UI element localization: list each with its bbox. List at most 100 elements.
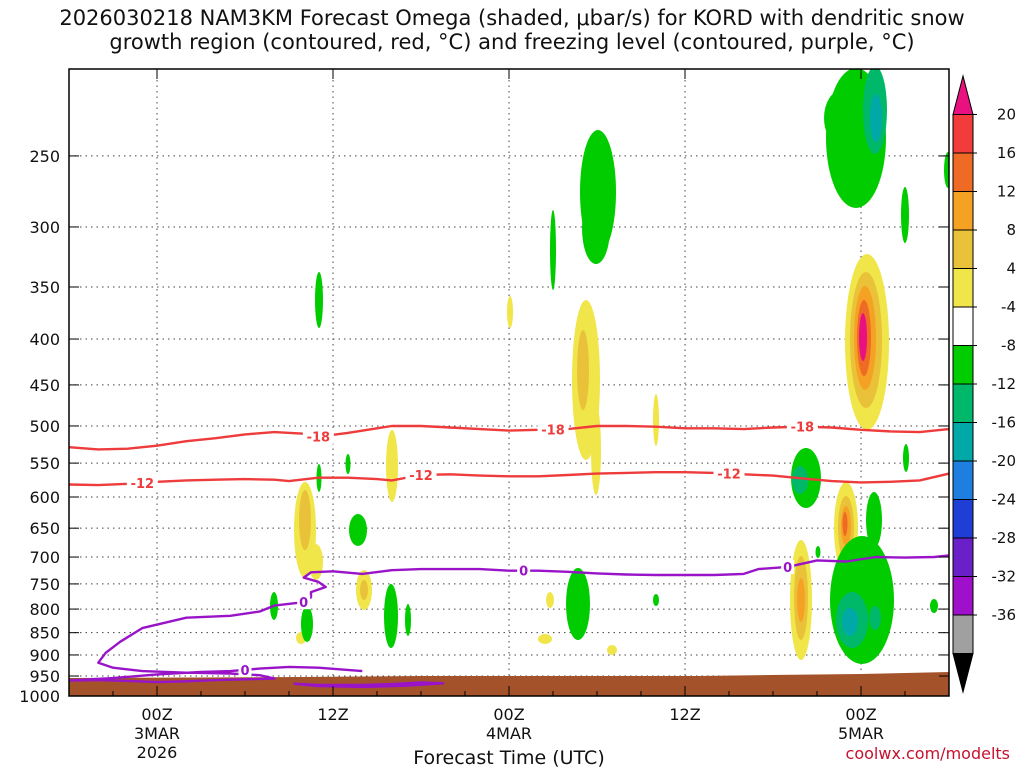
contour-label-bg-1-0 (126, 475, 158, 490)
omega-fill-neg8 (869, 606, 881, 630)
contour-label-2-0: 0 (299, 596, 308, 611)
y-tick-label-600: 600 (29, 488, 60, 507)
colorbar-segment-2 (952, 152, 974, 192)
colorbar-segment-15 (952, 653, 974, 694)
colorbar-label-10: -24 (992, 491, 1017, 509)
omega-fill-neg4 (345, 454, 351, 474)
omega-fill-neg4 (405, 604, 411, 636)
contour-label-bg-2-2 (781, 559, 795, 574)
omega-fill-neg4 (384, 584, 398, 648)
omega-fill-neg12 (842, 608, 858, 636)
colorbar-segment-11 (952, 499, 974, 539)
contour-label-bg-1-1 (405, 467, 437, 482)
x-tick-label-3-0: 12Z (669, 705, 700, 724)
colorbar-segment-1 (952, 114, 974, 154)
omega-fill-neg4 (315, 272, 323, 328)
colorbar-label-8: -16 (992, 414, 1017, 432)
colorbar-segment-7 (952, 345, 974, 385)
colorbar-label-6: -8 (1001, 337, 1016, 355)
omega-fill-16 (842, 512, 848, 536)
contour-label-2-1: 0 (519, 565, 528, 580)
colorbar-segment-5 (952, 268, 974, 308)
omega-fill-4 (607, 645, 617, 655)
contour-line-1 (69, 471, 949, 487)
omega-fill-neg8 (792, 466, 808, 494)
omega-fill-neg4 (824, 90, 860, 146)
omega-region-small-ascent (296, 296, 659, 655)
y-tick-label-750: 750 (29, 575, 60, 594)
contour-label-2-3: 0 (240, 664, 249, 679)
y-tick-label-1000: 1000 (19, 687, 60, 706)
contour-label-bg-2-3 (238, 662, 252, 677)
x-tick-label-2-1: 4MAR (486, 724, 532, 743)
omega-region-upper-5mar (845, 254, 889, 430)
omega-fill-4 (309, 544, 323, 580)
title-line-2: growth region (contoured, red, °C) and f… (109, 30, 915, 54)
contour-label-bg-2-1 (517, 563, 531, 578)
y-tick-label-250: 250 (29, 147, 60, 166)
colorbar-label-5: -4 (1001, 298, 1016, 316)
omega-fill-neg4 (301, 606, 313, 642)
contour-label-1-2: -12 (717, 468, 741, 483)
y-tick-label-400: 400 (29, 330, 60, 349)
y-tick-label-450: 450 (29, 376, 60, 395)
contour-label-bg-2-0 (297, 595, 311, 610)
contour-label-0-0: -18 (307, 431, 331, 446)
omega-fill-4 (591, 405, 601, 495)
x-tick-label-4-1: 5MAR (838, 724, 884, 743)
omega-shading (270, 69, 949, 664)
colorbar-segment-3 (952, 191, 974, 231)
contour-label-0-1: -18 (541, 423, 565, 438)
colorbar-label-11: -28 (992, 529, 1017, 547)
omega-fill-neg4 (550, 210, 556, 290)
omega-fill-neg4 (566, 568, 590, 640)
omega-fill-neg4 (901, 187, 909, 243)
colorbar-segment-0 (952, 74, 974, 115)
y-tick-label-850: 850 (29, 624, 60, 643)
contour-labels: -18 -18 -18 -12 -12 -12 0 0 0 0 (126, 419, 818, 679)
colorbar-label-2: 12 (997, 183, 1016, 201)
colorbar-label-13: -36 (992, 606, 1017, 624)
x-tick-label-0-2: 2026 (137, 743, 178, 762)
omega-fill-4 (538, 634, 552, 644)
omega-fill-neg12 (870, 94, 882, 142)
omega-fill-8 (360, 580, 368, 600)
omega-fill-4 (386, 430, 398, 502)
colorbar-segment-6 (952, 306, 974, 346)
y-tick-label-900: 900 (29, 646, 60, 665)
omega-fill-neg4 (653, 594, 659, 606)
colorbar-segment-8 (952, 383, 974, 423)
contour-label-2-2: 0 (783, 561, 792, 576)
colorbar-segment-9 (952, 422, 974, 462)
colorbar-label-4: 4 (1006, 260, 1016, 278)
contour-label-bg-1-2 (713, 466, 745, 481)
contour-label-0-2: -18 (791, 421, 815, 436)
omega-fill-neg4 (930, 599, 938, 613)
x-tick-label-2-0: 00Z (493, 705, 524, 724)
omega-fill-8 (577, 330, 589, 410)
contour-label-1-0: -12 (131, 477, 155, 492)
y-tick-label-800: 800 (29, 600, 60, 619)
omega-fill-neg4 (903, 444, 909, 472)
colorbar-label-7: -12 (992, 375, 1017, 393)
x-tick-label-1-0: 12Z (317, 705, 348, 724)
omega-fill-neg4 (815, 546, 821, 558)
y-tick-label-650: 650 (29, 519, 60, 538)
omega-fill-neg4 (349, 514, 367, 546)
y-tick-label-950: 950 (29, 667, 60, 686)
omega-region-3mar-10z (294, 482, 323, 580)
omega-fill-neg4 (944, 152, 949, 188)
y-tick-label-550: 550 (29, 454, 60, 473)
contour-label-1-1: -12 (409, 469, 433, 484)
contour-line-3 (293, 681, 445, 689)
omega-fill-20 (859, 313, 867, 361)
colorbar-segment-14 (952, 614, 974, 654)
colorbar-label-1: 16 (997, 144, 1016, 162)
chart-title: 2026030218 NAM3KM Forecast Omega (shaded… (0, 6, 1024, 54)
omega-fill-neg4 (582, 192, 610, 264)
omega-region-lower-4mar-18z (790, 540, 812, 660)
colorbar-legend: 20 16 12 8 4 -4 -8 -12 -16 -20 -24 -28 -32 -36 (952, 74, 1017, 694)
x-tick-label-0-1: 3MAR (134, 724, 180, 743)
colorbar-label-0: 20 (997, 106, 1016, 124)
